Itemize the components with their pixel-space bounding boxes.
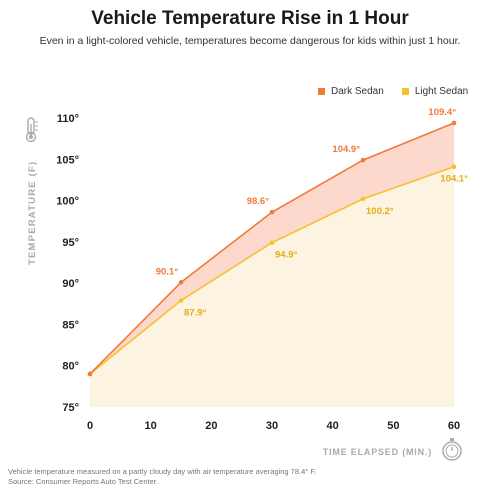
light-sedan-area [90,166,454,407]
legend-label-light-sedan: Light Sedan [414,86,469,97]
x-tick-label: 40 [327,420,339,432]
dark-sedan-band [90,122,454,374]
light-sedan-point [178,298,184,303]
dark-sedan-point [269,209,275,215]
x-tick-label: 20 [205,420,217,432]
light-sedan-point [360,196,366,202]
x-tick-label: 0 [87,420,93,432]
y-tick-label: 75° [62,402,79,414]
dark-sedan-data-label: 109.4° [428,107,456,118]
dark-sedan-data-label: 104.9° [332,144,360,155]
stopwatch-icon [442,438,462,461]
light-sedan-point [269,240,275,245]
dark-sedan-point [451,120,457,126]
dark-sedan-point [87,371,93,377]
dark-sedan-data-label: 98.6° [247,196,269,207]
footnote-line-1: Vehicle temperature measured on a partly… [8,467,317,476]
y-tick-label: 85° [62,319,79,331]
light-sedan-point [451,164,457,170]
dark-sedan-point [178,280,184,285]
y-tick-label: 105° [56,154,79,166]
legend-label-dark-sedan: Dark Sedan [331,86,384,97]
legend: Dark Sedan Light Sedan [318,86,468,97]
footnote: Vehicle temperature measured on a partly… [8,467,316,487]
light-sedan-data-label: 94.9° [275,250,297,261]
dark-sedan-data-label: 90.1° [156,266,178,277]
light-sedan-data-label: 100.2° [366,206,394,217]
x-tick-label: 30 [266,420,278,432]
y-axis-title: TEMPERATURE (F) [27,161,38,265]
light-sedan-data-label: 104.1° [440,174,468,185]
chart-subtitle: Even in a light-colored vehicle, tempera… [39,35,461,47]
y-tick-label: 90° [62,278,79,290]
x-axis-title: TIME ELAPSED (MIN.) [323,447,432,457]
x-tick-label: 60 [448,420,460,432]
light-sedan-data-label: 87.9° [184,307,206,318]
thermometer-icon [25,117,38,143]
dark-sedan-point [360,157,366,163]
x-tick-label: 50 [387,420,399,432]
y-tick-label: 110° [57,113,79,125]
legend-swatch-light-sedan [401,88,409,95]
y-tick-label: 80° [62,361,79,373]
footnote-line-2: Source: Consumer Reports Auto Test Cente… [8,477,158,486]
legend-item-dark-sedan: Dark Sedan [318,86,384,97]
chart-title: Vehicle Temperature Rise in 1 Hour [91,8,409,29]
legend-swatch-dark-sedan [318,88,325,95]
legend-item-light-sedan: Light Sedan [401,86,469,97]
y-tick-label: 100° [56,196,79,208]
y-tick-label: 95° [62,237,79,249]
x-tick-label: 10 [145,420,157,432]
